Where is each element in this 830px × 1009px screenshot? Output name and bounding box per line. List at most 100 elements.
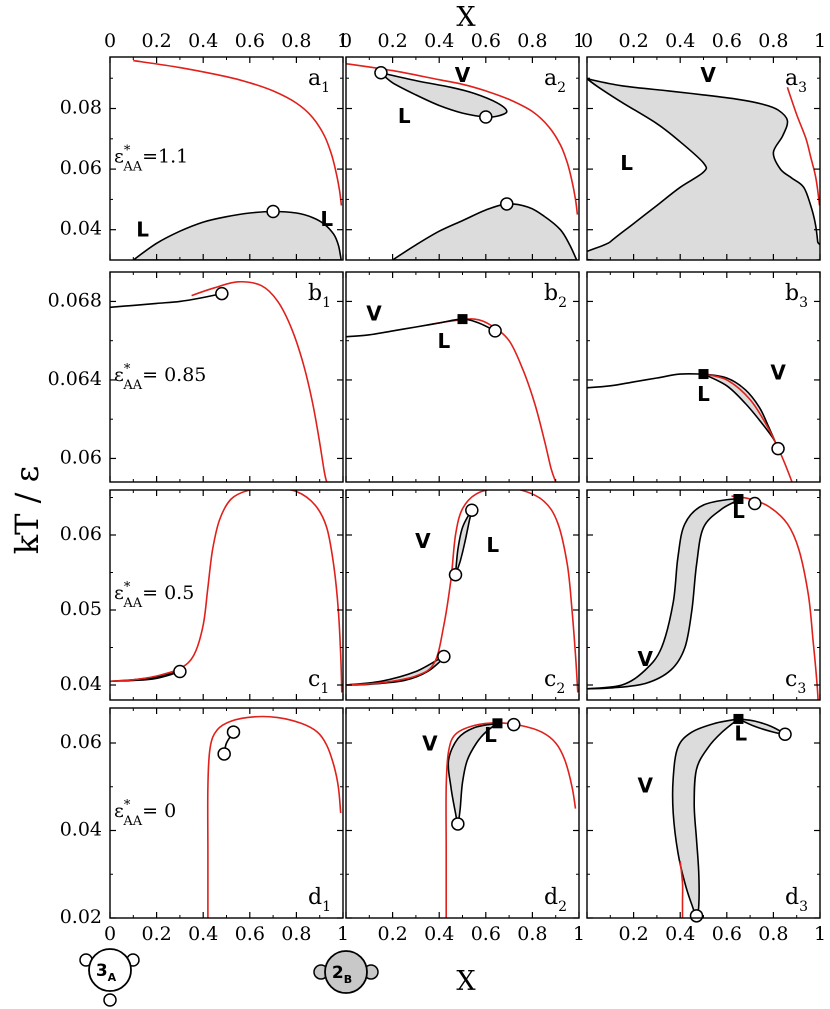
phase-label-l-2: L (732, 499, 745, 523)
x-tick-label-top: 0.6 (712, 30, 742, 52)
critical-point-filled-1 (733, 713, 744, 724)
panel-label: b2 (544, 281, 567, 311)
critical-line-red (703, 373, 793, 482)
phase-line-1 (110, 292, 222, 309)
coexistence-region-1 (587, 78, 820, 260)
x-tick-label-top: 0.4 (665, 30, 695, 52)
phase-label-v-1: V (415, 529, 431, 553)
phase-label-l-2: L (734, 722, 747, 746)
panel-a2: V L 0 0.2 0.4 0.6 0.8 1 a2 (340, 30, 585, 261)
plot-area (346, 490, 579, 693)
plot-area (131, 59, 343, 260)
critical-point-open-1 (488, 324, 502, 338)
x-tick-label-top: 0.6 (235, 30, 265, 52)
x-tick-label-top: 0 (104, 30, 116, 52)
critical-point-open-3 (500, 197, 514, 211)
x-tick-label-top: 0.2 (377, 30, 407, 52)
critical-point-filled-1 (492, 718, 503, 729)
y-tick-label: 0.06 (60, 446, 102, 468)
panel-label: b1 (308, 281, 331, 311)
x-tick-label-top: 1 (814, 30, 826, 52)
critical-line-red (206, 715, 342, 918)
x-tick-label-top: 0.2 (618, 30, 648, 52)
x-tick-label-bottom: 1 (814, 923, 826, 945)
plot-area (346, 318, 557, 482)
coexistence-region-1 (131, 210, 342, 260)
coexistence-region-1 (380, 72, 508, 118)
x-tick-label-top: 0.2 (141, 30, 171, 52)
panel-d1: 0.02 0.04 0.06 ε* AA= 0 0 0.2 0.4 0.6 0.8 1 d1 (60, 707, 349, 945)
y-tick-label: 0.05 (60, 598, 102, 620)
panel-label: c2 (544, 667, 565, 697)
critical-point-open-2 (448, 568, 463, 582)
critical-line-red (133, 59, 343, 206)
panel-label: c1 (308, 667, 329, 697)
molecule-a-sub: A (108, 971, 117, 984)
x-tick-label-bottom: 0.4 (665, 923, 695, 945)
plot-area (346, 62, 579, 260)
x-tick-label-bottom: 1 (573, 923, 585, 945)
panel-d3: V L 0.2 0.4 0.6 0.8 1 d3 (586, 707, 826, 945)
molecule-b-label: 2 (332, 963, 344, 983)
x-tick-label-bottom: 0.4 (188, 923, 218, 945)
y-tick-label: 0.06 (60, 523, 102, 545)
x-tick-label-top: 0.4 (424, 30, 454, 52)
panel-d2: V L 0.2 0.4 0.6 0.8 1 d2 (345, 707, 585, 945)
molecule-b-sub: B (344, 973, 352, 986)
phase-label-v-1: V (770, 361, 786, 385)
panel-label: a2 (544, 66, 566, 96)
plot-area (587, 78, 820, 260)
critical-point-filled-1 (698, 369, 709, 380)
phase-line-1 (587, 372, 704, 389)
y-tick-label: 0.064 (48, 368, 102, 390)
y-tick-label: 0.068 (48, 289, 102, 311)
y-tick-label: 0.04 (60, 218, 102, 240)
critical-line-red (191, 280, 328, 482)
x-tick-label-bottom: 0.6 (235, 923, 265, 945)
panel-b1: 0.06 0.064 0.068 ε* AA= 0.85 b1 (48, 271, 344, 483)
phase-line-1 (346, 318, 496, 338)
phase-label-l-2: L (486, 533, 499, 557)
panel-label: c3 (785, 667, 806, 697)
y-tick-label: 0.08 (60, 97, 102, 119)
y-axis-title: kT / ε (8, 466, 46, 554)
x-tick-label-bottom: 0.4 (424, 923, 454, 945)
critical-point-open-1 (689, 909, 704, 923)
panel-label: b3 (785, 281, 808, 311)
phase-label-l-2: L (697, 382, 710, 406)
svg-text:2B: 2B (332, 963, 352, 986)
panel-c1: 0.04 0.05 0.06 ε* AA= 0.5 c1 (60, 489, 344, 701)
x-tick-label-bottom: 1 (337, 923, 349, 945)
y-tick-label: 0.02 (60, 906, 102, 928)
x-tick-label-bottom: 0.2 (141, 923, 171, 945)
critical-point-open-1 (437, 649, 451, 664)
critical-point-open-3 (465, 503, 479, 517)
epsilon-label: ε* AA=1.1 (114, 144, 188, 175)
panel-a1: L L 0.04 0.06 0.08 ε* AA=1.1 0 0.2 0.4 0.6 0.8 1 a1 (60, 30, 349, 261)
epsilon-label: ε* AA= 0 (114, 798, 176, 829)
phase-label-v-1: V (366, 302, 382, 326)
molecule-3a-icon: 3A (79, 948, 140, 1007)
x-tick-label-bottom: 0.6 (471, 923, 501, 945)
phase-label-v-1: V (422, 732, 438, 756)
phase-label-v-1: V (638, 773, 654, 797)
critical-line-red (679, 861, 684, 918)
plot-area (671, 718, 786, 918)
critical-point-open-2 (778, 727, 792, 741)
molecule-a-label: 3 (96, 961, 108, 981)
panel-c2: V Lc2 (345, 489, 580, 701)
critical-line-red (731, 495, 819, 700)
plot-area (587, 495, 819, 700)
y-tick-label: 0.04 (60, 673, 102, 695)
x-tick-label-top: 0.8 (281, 30, 311, 52)
critical-line-red (786, 87, 820, 206)
molecule-2b-icon: 2B (313, 950, 379, 994)
coexistence-region-1 (703, 373, 780, 450)
x-tick-label-bottom: 0.2 (377, 923, 407, 945)
critical-point-open-1 (748, 496, 762, 511)
phase-label-l-1: L (136, 218, 149, 242)
coexistence-region-1 (587, 498, 740, 690)
phase-label-l-2: L (320, 207, 333, 231)
x-tick-label-bottom: 0.8 (517, 923, 547, 945)
